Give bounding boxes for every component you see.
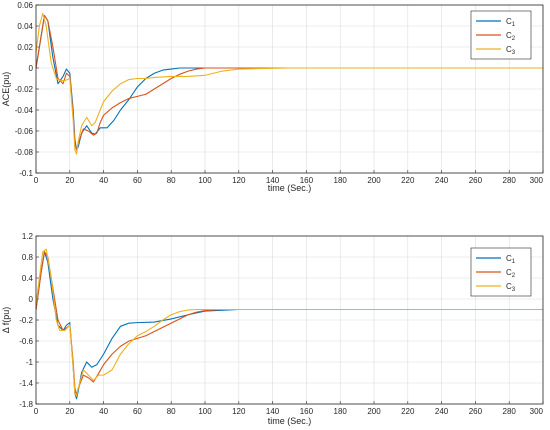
y-tick-label: -0.08: [15, 148, 34, 157]
y-tick-label: -1.8: [19, 400, 33, 409]
legend: C1 C2 C3: [470, 247, 532, 297]
x-tick-label: 60: [133, 176, 142, 185]
x-tick-label: 180: [334, 176, 348, 185]
x-tick-label: 80: [167, 176, 176, 185]
x-tick-label: 140: [266, 176, 280, 185]
x-tick-label: 180: [334, 407, 348, 416]
x-tick-label: 220: [401, 407, 415, 416]
x-tick-label: 220: [401, 176, 415, 185]
x-tick-label: 100: [198, 176, 212, 185]
x-tick-label: 60: [133, 407, 142, 416]
y-tick-label: 0: [29, 295, 34, 304]
y-tick-label: -0.06: [15, 127, 34, 136]
y-tick-label: 0.02: [17, 43, 33, 52]
x-axis-label: time (Sec.): [268, 416, 312, 426]
x-tick-label: 300: [530, 176, 544, 185]
x-tick-label: 140: [266, 407, 280, 416]
x-tick-label: 280: [503, 176, 517, 185]
series-line-c2: [35, 14, 543, 151]
y-tick-label: -0.2: [19, 316, 33, 325]
axes-box: [35, 4, 544, 174]
legend-label-c2: C2: [506, 31, 516, 42]
y-tick-label: 1.2: [22, 232, 34, 241]
legend-label-c1: C1: [506, 17, 516, 28]
y-tick-label: -0.6: [19, 337, 33, 346]
x-tick-label: 200: [367, 176, 381, 185]
legend-label-c3: C3: [506, 45, 516, 56]
x-tick-label: 20: [65, 176, 74, 185]
x-tick-label: 0: [34, 407, 39, 416]
y-tick-label: 0: [29, 64, 34, 73]
x-tick-label: 280: [503, 407, 517, 416]
x-tick-label: 160: [300, 407, 314, 416]
y-tick-label: -0.04: [15, 106, 34, 115]
series-line-c2: [35, 251, 543, 396]
chart-panel-2: 0 20 40 60 80 100 120 140 160 180 200 220 240 260 280 3…: [1, 232, 544, 426]
y-tick-label: -0.1: [19, 169, 33, 178]
y-tick-label: -1.4: [19, 379, 33, 388]
series-line-c3: [35, 248, 543, 397]
x-tick-label: 240: [435, 407, 449, 416]
chart-panel-1: 0 20 40 60 80 100 120 140 160 180 200 220 240 260 280 3…: [1, 1, 544, 193]
x-tick-label: 240: [435, 176, 449, 185]
y-tick-label: -1: [26, 358, 34, 367]
y-axis-label: ACE(pu): [1, 72, 11, 107]
y-tick-label: 0.06: [17, 1, 33, 10]
x-tick-label: 40: [99, 176, 108, 185]
legend-label-c1: C1: [506, 254, 516, 265]
series-line-c3: [35, 12, 543, 155]
axes-box: [35, 235, 544, 405]
x-tick-label: 0: [34, 176, 39, 185]
y-tick-label: 0.8: [22, 253, 34, 262]
x-tick-label: 260: [469, 407, 483, 416]
x-tick-label: 20: [65, 407, 74, 416]
legend-label-c3: C3: [506, 282, 516, 293]
y-tick-label: -0.02: [15, 85, 34, 94]
legend: C1 C2 C3: [470, 10, 532, 60]
x-tick-label: 200: [367, 407, 381, 416]
x-tick-label: 100: [198, 407, 212, 416]
x-tick-label: 120: [232, 407, 246, 416]
legend-label-c2: C2: [506, 268, 516, 279]
x-axis-label: time (Sec.): [268, 183, 312, 193]
y-axis-label: Δ f(pu): [1, 307, 11, 334]
y-tick-label: 0.4: [22, 274, 34, 283]
x-tick-label: 160: [300, 176, 314, 185]
y-tick-label: 0.04: [17, 22, 33, 31]
x-tick-label: 120: [232, 176, 246, 185]
x-tick-label: 260: [469, 176, 483, 185]
x-tick-label: 300: [530, 407, 544, 416]
x-tick-label: 80: [167, 407, 176, 416]
x-tick-label: 40: [99, 407, 108, 416]
